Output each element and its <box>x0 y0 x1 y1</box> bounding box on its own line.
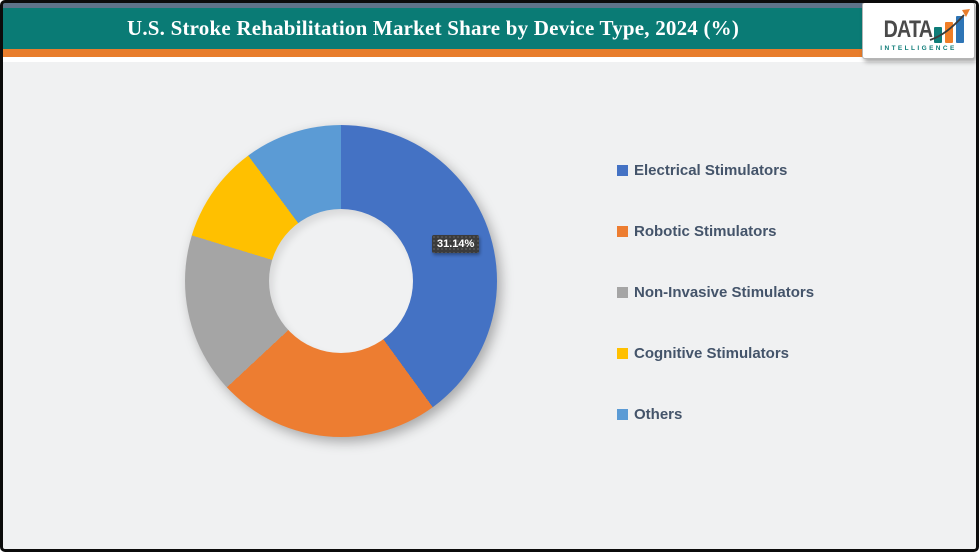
logo-bar-blue <box>956 16 965 43</box>
legend-marker <box>617 226 628 237</box>
chart-title: U.S. Stroke Rehabilitation Market Share … <box>126 16 740 40</box>
legend-label: Cognitive Stimulators <box>634 345 790 362</box>
legend-label: Others <box>634 406 683 423</box>
title-bar: U.S. Stroke Rehabilitation Market Share … <box>3 8 863 49</box>
header-accent-stripe <box>3 49 863 57</box>
legend-item-electrical: Electrical Stimulators <box>617 159 814 182</box>
donut-hole <box>269 209 413 353</box>
legend: Electrical Stimulators Robotic Stimulato… <box>617 159 814 464</box>
donut-chart <box>185 125 497 437</box>
legend-item-others: Others <box>617 403 814 426</box>
legend-label: Electrical Stimulators <box>634 162 788 179</box>
legend-marker <box>617 287 628 298</box>
brand-logo: DATA INTELLIGENCE <box>862 2 975 59</box>
header-top-strip <box>3 3 863 8</box>
logo-wordmark-row: DATA <box>873 9 971 43</box>
legend-item-non-invasive: Non-Invasive Stimulators <box>617 281 814 304</box>
data-label-electrical-share: 31.14% <box>432 235 480 253</box>
logo-bar-chart-icon <box>929 9 971 43</box>
legend-marker <box>617 409 628 420</box>
legend-item-cognitive: Cognitive Stimulators <box>617 342 814 365</box>
logo-bar-teal <box>934 27 943 43</box>
legend-item-robotic: Robotic Stimulators <box>617 220 814 243</box>
legend-label: Non-Invasive Stimulators <box>634 284 815 301</box>
logo-wordmark: DATA <box>883 16 933 43</box>
logo-bar-orange <box>945 22 954 43</box>
legend-marker <box>617 165 628 176</box>
legend-label: Robotic Stimulators <box>634 223 777 240</box>
logo-subtext: INTELLIGENCE <box>880 45 957 52</box>
legend-marker <box>617 348 628 359</box>
